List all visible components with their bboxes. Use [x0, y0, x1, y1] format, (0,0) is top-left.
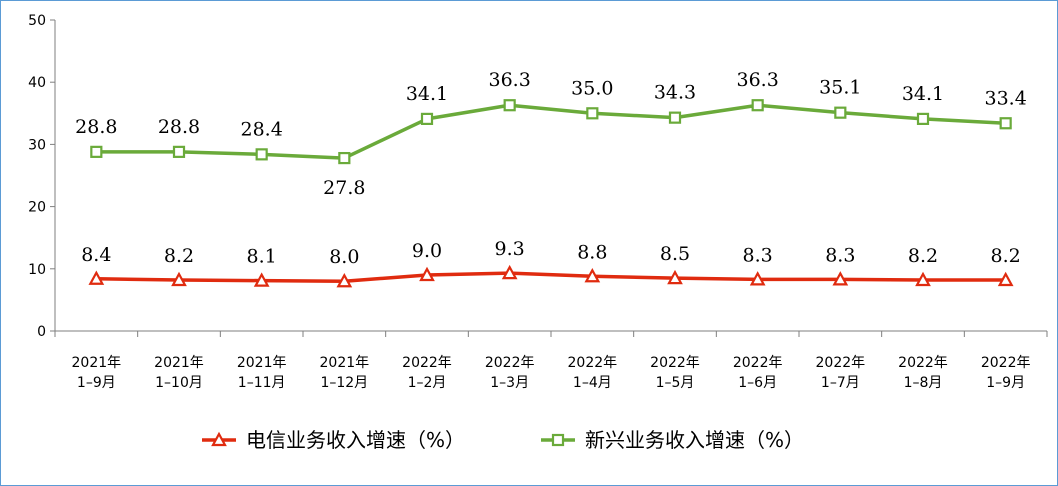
data-label: 27.8 — [323, 177, 365, 199]
data-label: 34.1 — [902, 83, 944, 105]
x-tick-label-year: 2021年 — [320, 355, 370, 371]
y-tick-label: 20 — [28, 200, 46, 216]
data-point-marker — [749, 271, 766, 286]
x-tick-label-period: 1–9月 — [77, 375, 116, 391]
x-tick-label-period: 1–4月 — [573, 375, 612, 391]
x-tick-label-period: 1–9月 — [986, 375, 1025, 391]
data-label: 28.8 — [75, 116, 117, 138]
x-tick-label-year: 2021年 — [154, 355, 204, 371]
x-tick-label-period: 1–10月 — [155, 375, 203, 391]
series-line-1 — [96, 271, 1006, 283]
x-tick-label-year: 2021年 — [72, 355, 122, 371]
data-point-marker — [419, 266, 435, 282]
data-label: 8.0 — [329, 246, 359, 268]
data-labels: 8.4 8.2 8.1 8.0 9.0 9.3 8.8 8.5 8.3 8.3 8.2 8.2 28.8… — [75, 69, 1027, 268]
data-point-marker — [253, 272, 270, 287]
legend-label-1: 电信业务收入增速（%） — [246, 428, 465, 452]
legend: 电信业务收入增速（%） 新兴业务收入增速（%） — [202, 428, 804, 452]
data-point-marker — [501, 264, 518, 280]
x-tick-label-year: 2022年 — [898, 355, 948, 371]
data-label: 35.0 — [571, 77, 613, 99]
data-point-marker — [171, 271, 187, 287]
data-point-marker — [751, 99, 764, 112]
x-tick-label-year: 2022年 — [650, 355, 700, 371]
x-tick-label-period: 1–3月 — [490, 375, 529, 391]
x-tick-label-year: 2022年 — [485, 355, 535, 371]
data-label: 34.3 — [654, 82, 696, 104]
y-tick-label: 30 — [28, 137, 46, 153]
data-point-marker — [503, 99, 516, 112]
legend-label-2: 新兴业务收入增速（%） — [585, 428, 804, 452]
data-point-marker — [667, 269, 683, 285]
data-point-marker — [90, 145, 103, 158]
x-tick-label-period: 1–12月 — [320, 375, 368, 391]
data-label: 8.2 — [164, 245, 194, 267]
data-point-marker — [832, 271, 849, 286]
x-tick-label-year: 2022年 — [816, 355, 866, 371]
data-point-marker — [420, 112, 434, 125]
data-point-marker — [916, 112, 930, 125]
x-tick-label-period: 1–11月 — [238, 375, 286, 391]
data-point-marker — [668, 111, 682, 124]
x-tick-label-year: 2022年 — [568, 355, 618, 371]
data-point-marker — [172, 145, 186, 158]
data-label: 36.3 — [489, 69, 531, 91]
data-point-marker — [915, 271, 931, 287]
x-tick-label-year: 2022年 — [402, 355, 452, 371]
data-label: 8.8 — [577, 241, 607, 263]
data-label: 34.1 — [406, 83, 448, 105]
y-tick-label: 10 — [28, 262, 46, 278]
data-label: 9.0 — [412, 240, 442, 262]
x-tick-label-period: 1–6月 — [738, 375, 777, 391]
data-point-marker — [338, 151, 351, 165]
data-point-marker — [336, 272, 353, 288]
x-tick-label-year: 2022年 — [733, 355, 783, 371]
y-tick-label: 40 — [28, 75, 46, 91]
data-label: 28.4 — [241, 118, 283, 140]
data-point-marker — [586, 107, 599, 120]
axes: 0 10 20 30 40 50 2021年 1–9月 2021年 1–10月 2021年 1–11月… — [28, 13, 1048, 391]
data-label: 28.8 — [158, 116, 200, 138]
data-label: 8.3 — [825, 244, 855, 266]
data-label: 8.1 — [247, 246, 277, 268]
data-point-marker — [88, 270, 105, 285]
data-label: 8.4 — [81, 244, 111, 266]
data-point-marker — [999, 117, 1012, 130]
x-tick-label-period: 1–7月 — [821, 375, 860, 391]
legend-marker-2 — [551, 433, 565, 447]
series-lines — [88, 99, 1014, 288]
legend-marker-1 — [211, 431, 227, 447]
data-point-marker — [584, 267, 601, 283]
y-tick-label: 0 — [37, 324, 46, 340]
series-line-2 — [96, 103, 1006, 160]
data-point-marker — [834, 106, 847, 119]
data-point-marker — [997, 271, 1014, 287]
data-label: 33.4 — [985, 87, 1027, 109]
data-label: 35.1 — [819, 77, 861, 99]
data-label: 8.2 — [908, 245, 938, 267]
data-label: 36.3 — [737, 69, 779, 91]
y-tick-label: 50 — [28, 13, 46, 29]
data-label: 9.3 — [495, 238, 525, 260]
x-tick-label-period: 1–5月 — [656, 375, 695, 391]
data-point-marker — [255, 148, 268, 161]
data-label: 8.5 — [660, 243, 690, 265]
data-label: 8.3 — [743, 244, 773, 266]
x-tick-label-year: 2022年 — [981, 355, 1031, 371]
x-tick-label-year: 2021年 — [237, 355, 287, 371]
data-label: 8.2 — [991, 245, 1021, 267]
x-tick-label-period: 1–2月 — [408, 375, 447, 391]
x-tick-label-period: 1–8月 — [904, 375, 943, 391]
